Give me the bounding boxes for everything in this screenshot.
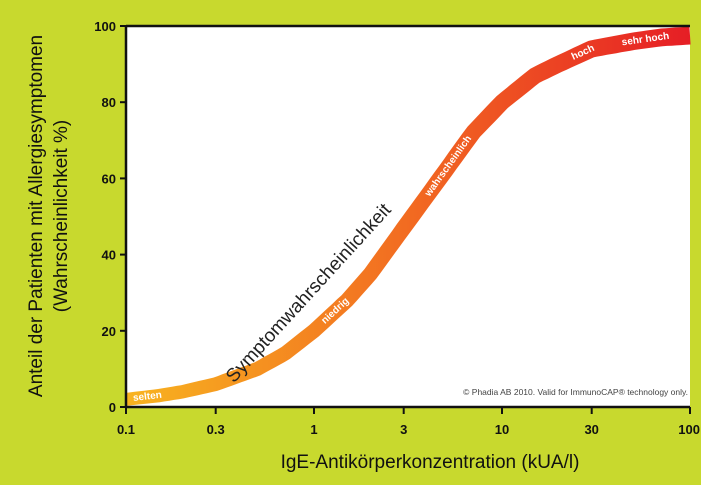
x-tick-label-4: 10: [495, 422, 509, 437]
x-tick-label-0: 0.1: [117, 422, 135, 437]
x-tick-label-6: 100: [678, 422, 700, 437]
probability-band: [125, 26, 691, 406]
band-label-0: selten: [132, 390, 162, 404]
y-axis-label-sub: (Wahrscheinlichkeit %): [51, 120, 72, 313]
x-tick-label-2: 1: [310, 422, 317, 437]
y-tick-label-4: 80: [102, 95, 116, 110]
y-tick-label-3: 60: [102, 171, 116, 186]
y-axis-label: Anteil der Patienten mit Allergiesymptom…: [26, 35, 47, 397]
y-tick-label-2: 40: [102, 248, 116, 263]
x-tick-label-3: 3: [400, 422, 407, 437]
copyright-notice: © Phadia AB 2010. Valid for ImmunoCAP® t…: [463, 387, 688, 397]
x-tick-label-5: 30: [584, 422, 598, 437]
x-ticks: 0.1 0.3 1 3 10 30 100: [117, 407, 700, 437]
x-axis-label: IgE-Antikörperkonzentration (kUA/l): [281, 452, 580, 473]
y-tick-label-1: 20: [102, 324, 116, 339]
y-tick-label-5: 100: [94, 19, 116, 34]
y-ticks: 0 20 40 60 80 100: [94, 19, 126, 415]
x-tick-label-1: 0.3: [207, 422, 225, 437]
y-tick-label-0: 0: [109, 400, 116, 415]
